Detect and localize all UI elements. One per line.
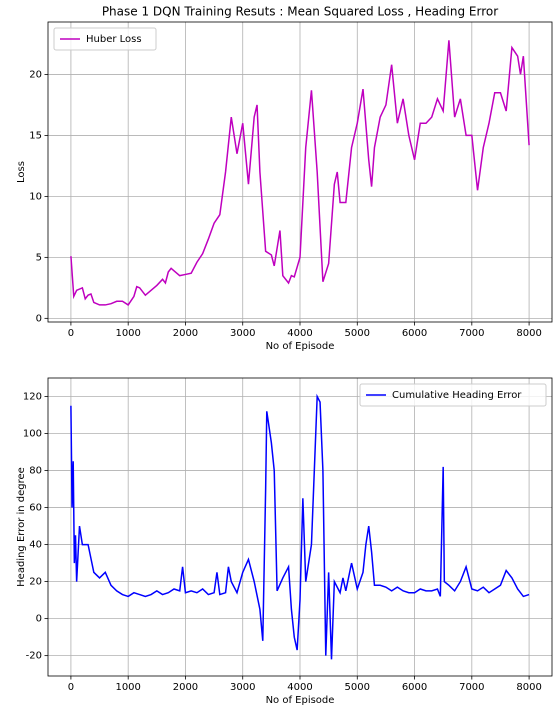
x-tick-label: 8000 <box>516 328 541 339</box>
x-tick-label: 1000 <box>115 682 140 693</box>
legend-label: Huber Loss <box>86 34 142 45</box>
y-tick-label: 20 <box>29 69 42 80</box>
x-tick-label: 0 <box>68 328 74 339</box>
x-tick-label: 6000 <box>402 682 427 693</box>
x-axis-label: No of Episode <box>266 695 335 706</box>
y-tick-label: 60 <box>29 503 42 514</box>
y-tick-label: 40 <box>29 540 42 551</box>
x-tick-label: 6000 <box>402 328 427 339</box>
data-line <box>70 40 530 306</box>
data-line <box>70 393 530 660</box>
x-tick-label: 5000 <box>345 682 370 693</box>
x-tick-label: 7000 <box>459 328 484 339</box>
y-axis-label: Loss <box>16 161 27 183</box>
x-tick-label: 7000 <box>459 682 484 693</box>
y-tick-label: 5 <box>36 252 42 263</box>
axes-frame <box>47 377 553 677</box>
y-tick-label: -20 <box>26 651 42 662</box>
chart-title: Phase 1 DQN Training Resuts : Mean Squar… <box>102 5 498 19</box>
y-tick-label: 20 <box>29 577 42 588</box>
x-tick-label: 5000 <box>345 328 370 339</box>
x-tick-label: 1000 <box>115 328 140 339</box>
y-tick-label: 10 <box>29 191 42 202</box>
y-tick-label: 15 <box>29 130 42 141</box>
legend-box <box>53 27 157 51</box>
legend-box <box>359 383 547 407</box>
x-tick-label: 3000 <box>230 328 255 339</box>
x-tick-label: 3000 <box>230 682 255 693</box>
x-tick-label: 2000 <box>173 682 198 693</box>
x-tick-label: 2000 <box>173 328 198 339</box>
y-tick-label: 100 <box>23 429 42 440</box>
y-tick-label: 0 <box>36 313 42 324</box>
y-axis-label: Heading Error in degree <box>16 467 27 587</box>
y-tick-label: 80 <box>29 466 42 477</box>
y-tick-label: 120 <box>23 392 42 403</box>
legend-label: Cumulative Heading Error <box>392 390 522 401</box>
y-tick-label: 0 <box>36 614 42 625</box>
x-tick-label: 4000 <box>287 682 312 693</box>
x-tick-label: 4000 <box>287 328 312 339</box>
axes-frame <box>47 21 553 323</box>
x-axis-label: No of Episode <box>266 341 335 352</box>
x-tick-label: 0 <box>68 682 74 693</box>
x-tick-label: 8000 <box>516 682 541 693</box>
